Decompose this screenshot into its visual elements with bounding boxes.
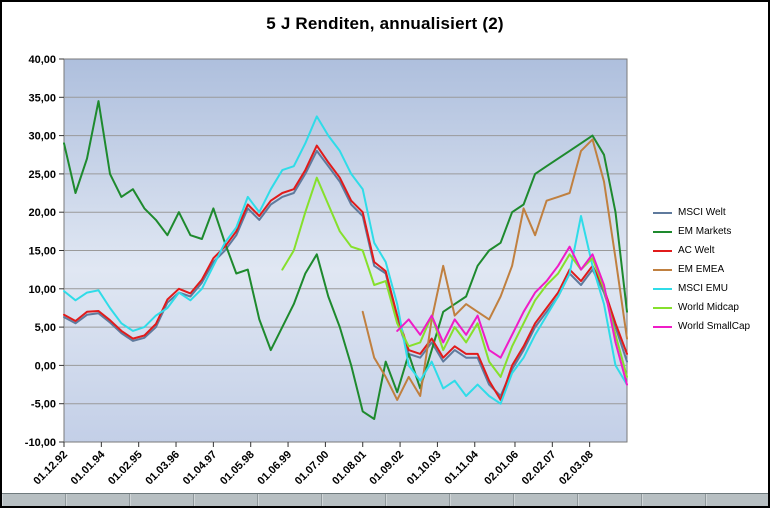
- series-line-ac-welt[interactable]: [63, 144, 628, 401]
- y-axis-label: 0,00: [35, 360, 56, 372]
- x-axis-label: 01.03.96: [143, 449, 182, 488]
- x-axis-label: 01.11.04: [443, 448, 482, 487]
- legend-label: World Midcap: [678, 302, 739, 313]
- legend-label: EM Markets: [678, 226, 732, 237]
- x-axis-label: 01.01.94: [69, 448, 108, 487]
- y-axis-label: 25,00: [28, 169, 56, 181]
- series-line-msci-welt[interactable]: [63, 149, 628, 397]
- y-axis-label: 10,00: [28, 284, 56, 296]
- legend-line-sample-world-smallcap: [653, 325, 672, 328]
- series-line-world-midcap[interactable]: [281, 176, 628, 378]
- x-axis-label: 02.02.07: [520, 449, 559, 488]
- x-axis-label: 01.08.01: [330, 449, 369, 488]
- series-line-em-markets[interactable]: [63, 100, 628, 420]
- y-axis-label: 30,00: [28, 131, 56, 143]
- legend-label: MSCI Welt: [678, 207, 726, 218]
- x-axis-label: 01.09.02: [367, 449, 406, 488]
- x-axis-label: 01.05.98: [218, 449, 257, 488]
- legend-item-em-emea[interactable]: EM EMEA: [653, 260, 750, 279]
- x-axis-label: 01.06.99: [255, 449, 294, 488]
- legend-label: EM EMEA: [678, 264, 725, 275]
- x-axis-label: 01.12.92: [31, 449, 70, 488]
- legend-line-sample-em-markets: [653, 230, 672, 233]
- x-axis-label: 01.07.00: [293, 449, 332, 488]
- legend-label: MSCI EMU: [678, 283, 728, 294]
- x-axis-label: 02.03.08: [557, 449, 596, 488]
- y-axis-label: -5,00: [31, 399, 56, 411]
- x-axis-label: 02.01.06: [482, 449, 521, 488]
- chart-legend: MSCI Welt EM Markets AC Welt EM EMEA MSCI EM…: [653, 203, 750, 336]
- legend-line-sample-em-emea: [653, 268, 672, 271]
- y-axis-label: 20,00: [28, 207, 56, 219]
- series-line-world-smallcap[interactable]: [396, 245, 628, 386]
- chart-title[interactable]: 5 J Renditen, annualisiert (2): [266, 14, 504, 33]
- y-axis-label: 40,00: [28, 54, 56, 66]
- y-axis-label: -10,00: [25, 437, 56, 449]
- y-axis-label: 5,00: [35, 322, 56, 334]
- legend-line-sample-world-midcap: [653, 306, 672, 309]
- worksheet-cells-strip[interactable]: [2, 493, 768, 506]
- legend-item-msci-emu[interactable]: MSCI EMU: [653, 279, 750, 298]
- legend-item-ac-welt[interactable]: AC Welt: [653, 241, 750, 260]
- legend-line-sample-msci-emu: [653, 287, 672, 290]
- legend-item-world-smallcap[interactable]: World SmallCap: [653, 317, 750, 336]
- series-line-msci-emu[interactable]: [63, 115, 628, 405]
- legend-item-em-markets[interactable]: EM Markets: [653, 222, 750, 241]
- legend-label: AC Welt: [678, 245, 715, 256]
- x-axis-label: 01.10.03: [405, 449, 444, 488]
- series-line-em-emea[interactable]: [361, 138, 628, 401]
- legend-item-msci-welt[interactable]: MSCI Welt: [653, 203, 750, 222]
- legend-item-world-midcap[interactable]: World Midcap: [653, 298, 750, 317]
- y-axis-label: 35,00: [28, 92, 56, 104]
- legend-line-sample-ac-welt: [653, 249, 672, 252]
- y-axis-label: 15,00: [28, 246, 56, 258]
- x-axis-label: 01.02.95: [106, 449, 145, 488]
- x-axis-label: 01.04.97: [181, 449, 220, 488]
- legend-line-sample-msci-welt: [653, 211, 672, 214]
- legend-label: World SmallCap: [678, 321, 751, 332]
